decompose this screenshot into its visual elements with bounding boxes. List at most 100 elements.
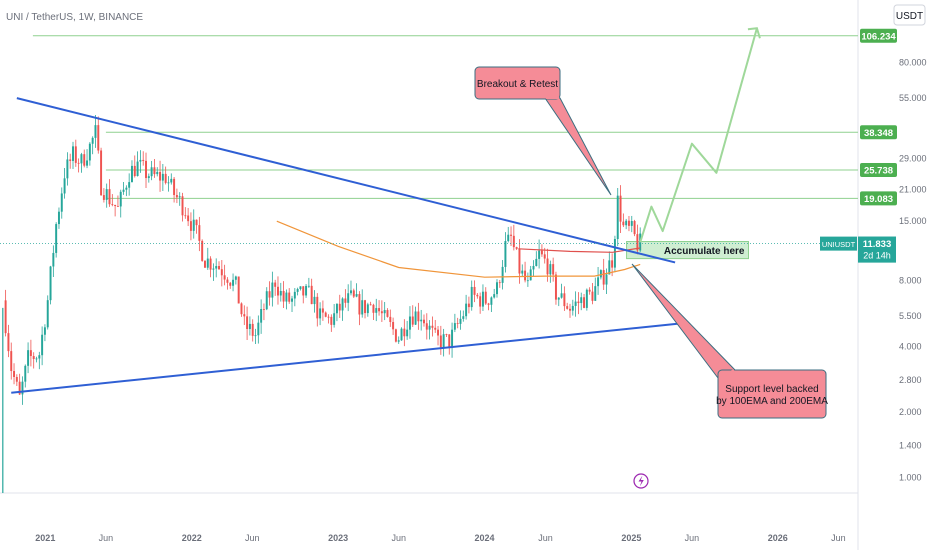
candle-body (108, 189, 111, 205)
candle-body (408, 316, 411, 330)
candle-body (431, 325, 434, 328)
candle (574, 291, 577, 317)
candle-body (91, 137, 94, 144)
candle-body (55, 224, 58, 253)
callout-text: Support level backed (725, 384, 818, 395)
candle (411, 305, 414, 327)
candle-body (434, 327, 437, 330)
breakout-callout[interactable]: Breakout & Retest (474, 66, 612, 196)
candle (66, 152, 69, 186)
candle-body (302, 286, 305, 296)
candle (442, 328, 445, 357)
candle-body (510, 234, 513, 236)
candle-body (636, 234, 639, 251)
candle (234, 275, 237, 285)
candle-body (605, 274, 608, 285)
candle-body (445, 334, 448, 336)
candle (88, 142, 91, 166)
candle (496, 279, 498, 298)
candle-body (206, 258, 209, 268)
candle (119, 189, 122, 218)
candle (456, 317, 459, 329)
candle-body (27, 350, 30, 366)
candle (451, 322, 454, 358)
candle-body (226, 279, 229, 283)
descending-trendline[interactable] (16, 97, 676, 264)
candle (72, 141, 74, 169)
candle-body (372, 304, 375, 313)
candle (248, 316, 251, 336)
candle (383, 301, 386, 321)
candle-body (518, 248, 521, 274)
candle (504, 232, 507, 273)
candle (490, 296, 493, 313)
candle (243, 305, 246, 326)
candle-body (147, 176, 150, 179)
candle (111, 194, 114, 207)
candle (627, 215, 630, 232)
candle (425, 313, 428, 340)
candle (15, 374, 18, 386)
candle-body (417, 311, 420, 322)
candle-body (462, 316, 465, 319)
candle-body (232, 279, 235, 286)
candle-body (423, 319, 425, 324)
candle-body (223, 275, 226, 280)
projection-path[interactable] (639, 28, 758, 243)
candle-body (442, 334, 445, 348)
candle (369, 301, 372, 306)
candle-body (563, 293, 566, 307)
candle-body (212, 268, 215, 270)
candle-body (507, 234, 510, 242)
candle-body (538, 250, 541, 259)
candle (403, 319, 406, 347)
candle (605, 268, 608, 295)
candle-body (451, 329, 454, 349)
lightning-icon[interactable] (633, 473, 649, 489)
projection-arrowhead (747, 27, 761, 39)
candle-body (74, 146, 77, 163)
candle (613, 235, 616, 273)
candle-body (476, 294, 479, 297)
candle-body (7, 333, 10, 352)
candle (487, 302, 490, 311)
candle (428, 320, 431, 340)
candle (344, 289, 347, 308)
candle (616, 187, 619, 247)
time-tick-label: 2024 (475, 533, 495, 543)
candle-body (156, 171, 159, 175)
candle-body (282, 290, 285, 302)
price-tick-label: 15.000 (899, 216, 927, 226)
candle (296, 287, 299, 296)
candle-body (375, 308, 378, 313)
candle-body (97, 125, 100, 151)
candle (571, 299, 574, 316)
level-price-tag (860, 191, 897, 206)
candle-body (111, 204, 114, 206)
candle (170, 173, 173, 185)
candle (630, 215, 633, 233)
candle-body (552, 264, 555, 275)
candle-body (557, 297, 560, 300)
candle-body (341, 298, 344, 311)
candle (566, 302, 569, 310)
symbol-tag (820, 236, 857, 251)
candle-body (66, 159, 69, 179)
currency-button[interactable] (893, 4, 926, 26)
candle-body (262, 309, 265, 310)
candle (175, 188, 178, 204)
candle (265, 287, 268, 311)
candle (226, 277, 229, 290)
candle-body (347, 293, 350, 303)
candle-body (203, 260, 206, 268)
candle-body (246, 316, 249, 330)
candle (462, 310, 465, 322)
candle-body (577, 301, 580, 304)
candle-body (161, 173, 164, 181)
candle (29, 339, 32, 367)
candle-body (72, 146, 74, 161)
candle (569, 303, 571, 318)
ascending-trendline[interactable] (11, 322, 682, 394)
